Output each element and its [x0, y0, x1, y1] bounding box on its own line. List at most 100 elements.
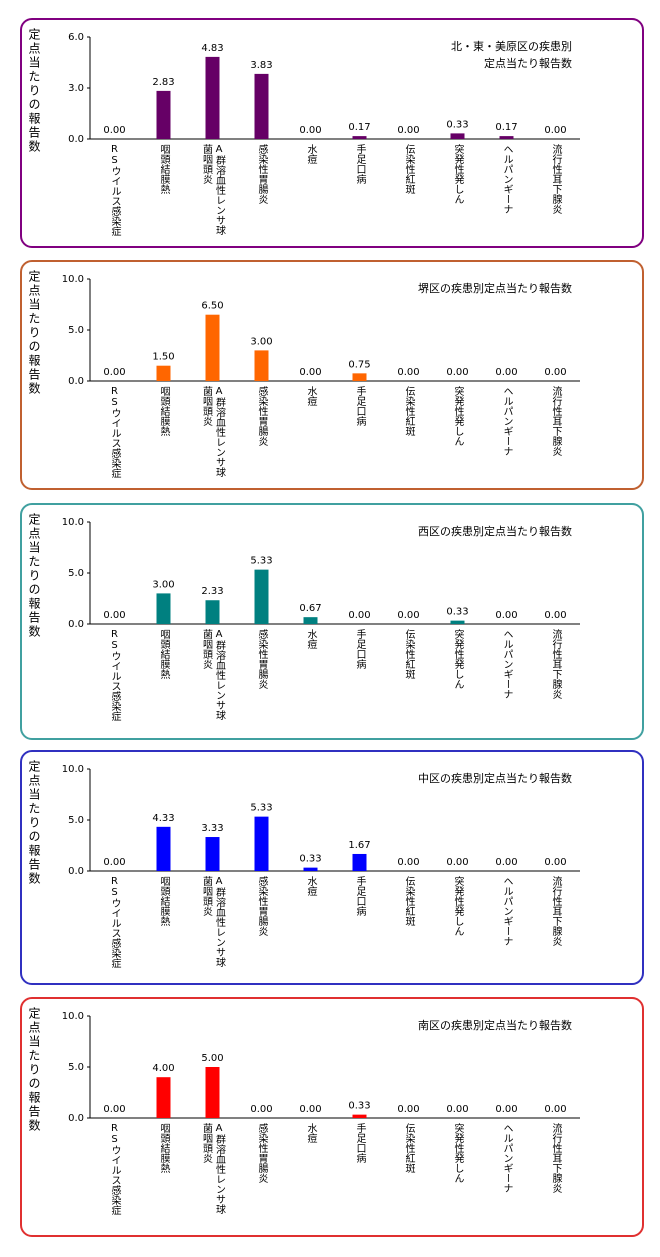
bar	[303, 867, 318, 871]
x-tick-label: 伝染性紅斑	[403, 1123, 414, 1173]
value-label: 0.00	[397, 125, 419, 136]
bar	[156, 90, 171, 139]
value-label: 0.67	[299, 603, 321, 614]
chart: 0.0 5.0 10.0 0.00 1.50 6.50 3.00 0.00 0.75 0.00 0.…	[62, 274, 580, 387]
value-label: 0.00	[495, 367, 517, 378]
x-tick-label: A群溶血性レンサ球菌咽頭炎	[200, 144, 225, 235]
chart-panel: 0.0 5.0 10.0 0.00 4.33 3.33 5.33 0.33 1.67 0.00 0.…	[20, 750, 644, 985]
y-axis-label: 定点当たりの報告数	[27, 1007, 41, 1133]
y-axis-label: 定点当たりの報告数	[27, 270, 41, 396]
value-label: 0.00	[397, 1104, 419, 1115]
value-label: 0.00	[397, 367, 419, 378]
value-label: 0.00	[446, 857, 468, 868]
bar	[499, 136, 514, 139]
value-label: 0.00	[103, 125, 125, 136]
value-label: 0.33	[446, 119, 468, 130]
value-label: 5.33	[250, 556, 272, 567]
value-label: 4.83	[201, 43, 223, 54]
value-label: 0.00	[495, 1104, 517, 1115]
chart-title: 西区の疾患別定点当たり報告数	[418, 525, 572, 538]
value-label: 2.83	[152, 77, 174, 88]
y-axis-label: 定点当たりの報告数	[27, 28, 41, 154]
x-tick-label: ヘルパンギーナ	[501, 386, 512, 456]
x-tick-label: 水痘	[305, 386, 316, 406]
x-tick-label: 伝染性紅斑	[403, 144, 414, 194]
value-label: 0.00	[348, 610, 370, 621]
bar	[254, 73, 269, 139]
y-axis-label: 定点当たりの報告数	[27, 760, 41, 886]
y-tick-label: 0.0	[68, 619, 84, 630]
x-tick-label: 手足口病	[354, 876, 365, 916]
y-tick-label: 3.0	[68, 83, 84, 94]
x-tick-label: 感染性胃腸炎	[256, 1123, 267, 1183]
x-tick-label: A群溶血性レンサ球菌咽頭炎	[200, 876, 225, 967]
value-label: 3.83	[250, 60, 272, 71]
value-label: 0.00	[397, 610, 419, 621]
value-label: 4.00	[152, 1063, 174, 1074]
y-tick-label: 10.0	[62, 764, 84, 775]
bar	[254, 569, 269, 624]
x-tick-label: 手足口病	[354, 144, 365, 184]
chart-panel: 0.0 5.0 10.0 0.00 1.50 6.50 3.00 0.00 0.75 0.00 0.…	[20, 260, 644, 490]
value-label: 0.00	[544, 857, 566, 868]
value-label: 0.00	[544, 610, 566, 621]
x-tick-label: 突発性発しん	[452, 386, 463, 446]
x-tick-label: 手足口病	[354, 1123, 365, 1163]
value-label: 0.00	[103, 1104, 125, 1115]
y-tick-label: 0.0	[68, 376, 84, 387]
y-tick-label: 6.0	[68, 32, 84, 43]
value-label: 0.75	[348, 359, 370, 370]
x-tick-label: 突発性発しん	[452, 876, 463, 936]
chart: 0.0 5.0 10.0 0.00 3.00 2.33 5.33 0.67 0.00 0.00 0.…	[62, 517, 580, 630]
x-tick-label: 水痘	[305, 1123, 316, 1143]
value-label: 0.00	[446, 367, 468, 378]
y-tick-label: 5.0	[68, 1062, 84, 1073]
value-label: 0.17	[495, 122, 517, 133]
value-label: 3.00	[250, 336, 272, 347]
y-tick-label: 0.0	[68, 866, 84, 877]
bar	[450, 620, 465, 624]
y-tick-label: 0.0	[68, 134, 84, 145]
x-tick-label: 流行性耳下腺炎	[550, 876, 561, 946]
x-tick-label: 伝染性紅斑	[403, 386, 414, 436]
bar	[352, 853, 367, 871]
value-label: 0.00	[544, 367, 566, 378]
bar	[352, 136, 367, 139]
x-tick-label: 流行性耳下腺炎	[550, 144, 561, 214]
x-tick-label: ヘルパンギーナ	[501, 1123, 512, 1193]
x-tick-label: ヘルパンギーナ	[501, 629, 512, 699]
value-label: 0.17	[348, 122, 370, 133]
y-tick-label: 5.0	[68, 815, 84, 826]
y-tick-label: 5.0	[68, 325, 84, 336]
x-tick-label: 咽頭結膜熱	[158, 876, 169, 926]
y-axis-label: 定点当たりの報告数	[27, 513, 41, 639]
x-tick-label: 水痘	[305, 629, 316, 649]
value-label: 5.33	[250, 803, 272, 814]
x-tick-label: RSウイルス感染症	[109, 1123, 120, 1215]
y-tick-label: 5.0	[68, 568, 84, 579]
bar	[303, 617, 318, 624]
x-tick-label: 流行性耳下腺炎	[550, 386, 561, 456]
x-tick-label: 突発性発しん	[452, 144, 463, 204]
value-label: 3.33	[201, 823, 223, 834]
x-tick-label: 咽頭結膜熱	[158, 629, 169, 679]
bar	[156, 1077, 171, 1118]
value-label: 4.33	[152, 813, 174, 824]
x-tick-label: 手足口病	[354, 629, 365, 669]
bar	[352, 1114, 367, 1118]
value-label: 0.00	[103, 857, 125, 868]
value-label: 0.00	[299, 125, 321, 136]
bar	[254, 350, 269, 381]
value-label: 0.33	[348, 1101, 370, 1112]
value-label: 0.00	[299, 367, 321, 378]
value-label: 3.00	[152, 579, 174, 590]
value-label: 0.00	[544, 1104, 566, 1115]
bar	[156, 365, 171, 381]
x-tick-label: A群溶血性レンサ球菌咽頭炎	[200, 629, 225, 720]
x-tick-label: 感染性胃腸炎	[256, 144, 267, 204]
chart: 0.0 5.0 10.0 0.00 4.33 3.33 5.33 0.33 1.67 0.00 0.…	[62, 764, 580, 877]
y-tick-label: 10.0	[62, 274, 84, 285]
x-tick-label: 手足口病	[354, 386, 365, 426]
x-tick-label: ヘルパンギーナ	[501, 144, 512, 214]
